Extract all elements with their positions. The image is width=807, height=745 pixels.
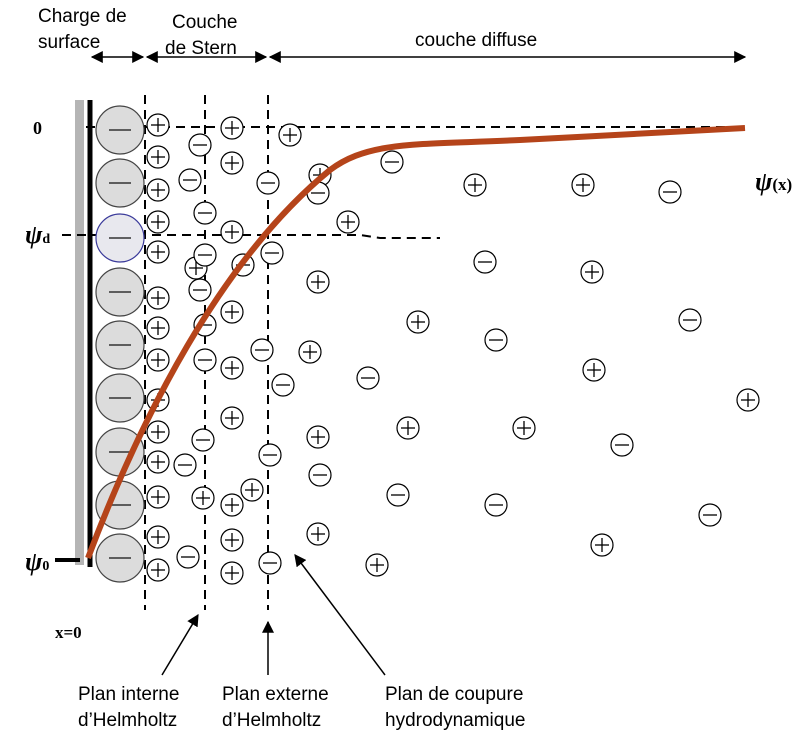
potential-curve (85, 125, 746, 560)
symbol: ψ (755, 167, 773, 196)
label: Couche de Stern (165, 12, 243, 59)
label: Plan externe d’Helmholtz (222, 684, 334, 731)
label: ψ(x) (755, 167, 792, 196)
text-line: Plan de coupure (385, 684, 523, 705)
subscript: d (42, 232, 50, 247)
symbol: ψ (25, 547, 43, 576)
text-line: Charge de (38, 6, 127, 27)
ions (95, 105, 760, 585)
arrow (294, 554, 386, 676)
text-line: Couche (172, 12, 238, 33)
label: Charge de surface (38, 6, 132, 53)
text-line: d’Helmholtz (78, 710, 177, 731)
text-line: Plan externe (222, 684, 329, 705)
text-line: Plan interne (78, 684, 179, 705)
label: x=0 (55, 623, 82, 642)
label: ψd (25, 220, 50, 249)
label: Plan interne d’Helmholtz (78, 684, 185, 731)
text-line: hydrodynamique (385, 710, 525, 731)
electrode (75, 100, 84, 565)
label: Plan de coupure hydrodynamique (385, 684, 529, 731)
text-line: de Stern (165, 38, 237, 59)
text-line: d’Helmholtz (222, 710, 321, 731)
subscript: 0 (42, 559, 49, 574)
arg: (x) (772, 175, 792, 194)
label: couche diffuse (415, 30, 537, 51)
psid-level (62, 234, 440, 239)
label: ψ0 (25, 547, 49, 576)
label: 0 (33, 118, 42, 138)
symbol: ψ (25, 220, 43, 249)
text-line: surface (38, 32, 100, 53)
arrow (161, 613, 199, 676)
